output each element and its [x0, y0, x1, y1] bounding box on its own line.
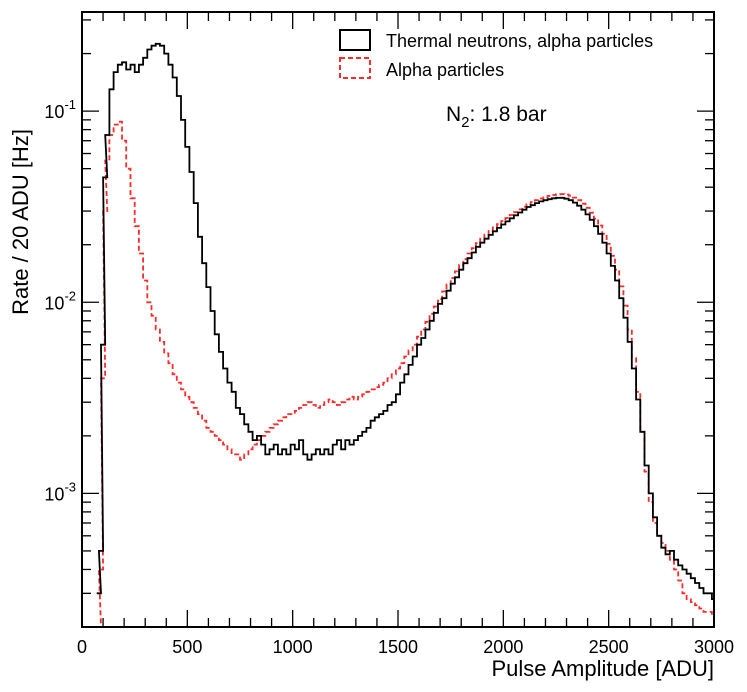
x-tick-label: 500 [172, 637, 202, 657]
x-tick-label: 2000 [483, 637, 523, 657]
legend: Thermal neutrons, alpha particles Alpha … [339, 29, 653, 80]
x-axis-label: Pulse Amplitude [ADU] [491, 656, 714, 681]
legend-label-series-1: Thermal neutrons, alpha particles [386, 31, 653, 51]
series-2-line [96, 120, 714, 627]
legend-swatch-series-1 [339, 29, 371, 51]
legend-swatch-series-2 [339, 57, 371, 79]
x-tick-label: 0 [77, 637, 87, 657]
x-tick-label: 1500 [378, 637, 418, 657]
axis-ticks: 0 500 1000 1500 2000 2500 3000 10-3 10-2 10-1 [44, 12, 734, 657]
pressure-annotation: N2: 1.8 bar [446, 103, 547, 131]
x-tick-label: 1000 [273, 637, 313, 657]
y-tick-label: 10-1 [44, 97, 76, 122]
series-layer [96, 42, 714, 627]
y-tick-label: 10-3 [44, 479, 76, 504]
x-tick-label: 2500 [589, 637, 629, 657]
legend-label-series-2: Alpha particles [386, 60, 504, 80]
y-tick-label: 10-2 [44, 288, 76, 313]
y-axis-label: Rate / 20 ADU [Hz] [8, 129, 33, 315]
series-1-line [96, 42, 714, 600]
plot-frame [81, 11, 715, 628]
x-tick-label: 3000 [694, 637, 734, 657]
